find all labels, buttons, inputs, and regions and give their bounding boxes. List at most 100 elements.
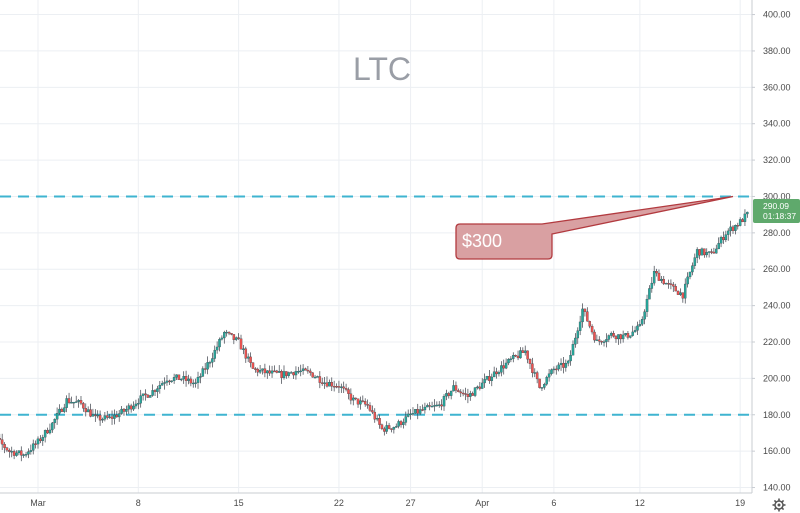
candle-body bbox=[430, 405, 434, 408]
candle-body bbox=[521, 350, 525, 353]
candle-body bbox=[392, 427, 396, 430]
candle-body bbox=[0, 438, 2, 440]
candle-body bbox=[330, 382, 334, 387]
candle-body bbox=[492, 371, 496, 378]
annotation-callout[interactable]: $300 bbox=[455, 195, 734, 260]
candle-body bbox=[194, 382, 197, 384]
candle-body bbox=[48, 429, 52, 434]
candle-body bbox=[571, 344, 575, 356]
candle-body bbox=[170, 380, 173, 382]
candle-body bbox=[254, 368, 257, 370]
candle-body bbox=[96, 414, 99, 417]
candle-body bbox=[638, 324, 642, 327]
candle-body bbox=[244, 348, 248, 359]
candle-body bbox=[246, 356, 250, 359]
candle-body bbox=[77, 400, 80, 402]
candle-body bbox=[507, 359, 510, 364]
candle-body bbox=[280, 371, 283, 378]
candle-body bbox=[153, 390, 157, 392]
y-tick-label: 140.00 bbox=[763, 483, 791, 493]
candle-body bbox=[144, 393, 147, 396]
candle-body bbox=[373, 411, 377, 420]
candle-body bbox=[27, 451, 30, 455]
candle-body bbox=[421, 409, 424, 411]
candle-body bbox=[480, 382, 484, 389]
candle-body bbox=[394, 426, 398, 428]
candle-body bbox=[36, 438, 40, 445]
time-axis[interactable]: Mar 8 15 22 27 Apr 6 12 19 bbox=[30, 498, 745, 508]
price-axis[interactable]: 140.00 160.00 180.00 200.00 220.00 240.00 260.… bbox=[752, 10, 791, 493]
candle-body bbox=[318, 376, 322, 383]
gear-icon[interactable] bbox=[772, 498, 786, 512]
x-tick-label: Mar bbox=[30, 498, 46, 508]
candle-body bbox=[371, 410, 374, 413]
candle-body bbox=[509, 358, 513, 360]
candle-body bbox=[67, 398, 71, 403]
candle-body bbox=[686, 276, 689, 285]
candle-body bbox=[423, 406, 427, 411]
candle-body bbox=[652, 270, 656, 284]
candle-body bbox=[332, 386, 336, 388]
candle-body bbox=[289, 372, 293, 374]
candle-body bbox=[141, 393, 145, 396]
candle-body bbox=[514, 354, 517, 357]
candle-body bbox=[172, 377, 176, 381]
candle-body bbox=[555, 368, 558, 371]
candle-body bbox=[452, 385, 455, 392]
candle-body bbox=[559, 362, 563, 366]
candle-body bbox=[86, 409, 90, 413]
candle-body bbox=[519, 350, 522, 359]
candle-body bbox=[380, 424, 384, 429]
candle-body bbox=[187, 378, 190, 381]
candle-body bbox=[120, 408, 123, 414]
candle-body bbox=[227, 331, 231, 334]
x-tick-label: Apr bbox=[475, 498, 489, 508]
candle-body bbox=[660, 278, 663, 281]
candle-body bbox=[299, 370, 302, 373]
candle-body bbox=[576, 330, 580, 339]
candle-body bbox=[700, 248, 704, 256]
y-tick-label: 180.00 bbox=[763, 410, 791, 420]
candle-body bbox=[738, 219, 742, 226]
candle-body bbox=[588, 321, 591, 327]
candle-body bbox=[151, 390, 154, 396]
candle-body bbox=[619, 334, 623, 340]
candle-body bbox=[206, 362, 209, 370]
candle-body bbox=[277, 371, 281, 373]
candle-body bbox=[256, 368, 259, 373]
candle-body bbox=[612, 333, 615, 337]
candle-body bbox=[287, 372, 291, 376]
candle-body bbox=[605, 339, 608, 342]
candle-body bbox=[731, 226, 735, 231]
candle-body bbox=[191, 382, 195, 385]
candle-body bbox=[223, 332, 226, 339]
candle-body bbox=[309, 370, 312, 373]
candle-body bbox=[0, 439, 4, 445]
candle-body bbox=[664, 283, 668, 285]
candle-body bbox=[590, 326, 594, 333]
candle-body bbox=[669, 283, 673, 285]
candle-body bbox=[378, 418, 381, 425]
candle-body bbox=[234, 337, 238, 340]
candle-body bbox=[340, 386, 343, 388]
candle-body bbox=[726, 230, 730, 235]
candle-body bbox=[715, 248, 718, 254]
candle-body bbox=[473, 387, 477, 396]
candle-body bbox=[132, 405, 135, 410]
candle-body bbox=[528, 359, 532, 364]
candle-body bbox=[724, 234, 728, 241]
candle-body bbox=[134, 403, 138, 407]
candle-body bbox=[115, 414, 119, 418]
candle-body bbox=[657, 272, 661, 281]
candle-body bbox=[103, 415, 107, 420]
candle-body bbox=[320, 382, 324, 384]
candle-body bbox=[636, 325, 639, 331]
candle-body bbox=[437, 404, 441, 406]
candle-body bbox=[609, 333, 613, 336]
candle-body bbox=[74, 401, 78, 403]
candle-body bbox=[459, 391, 462, 394]
candle-body bbox=[60, 408, 64, 412]
candle-body bbox=[375, 418, 379, 420]
candle-body bbox=[41, 437, 45, 441]
